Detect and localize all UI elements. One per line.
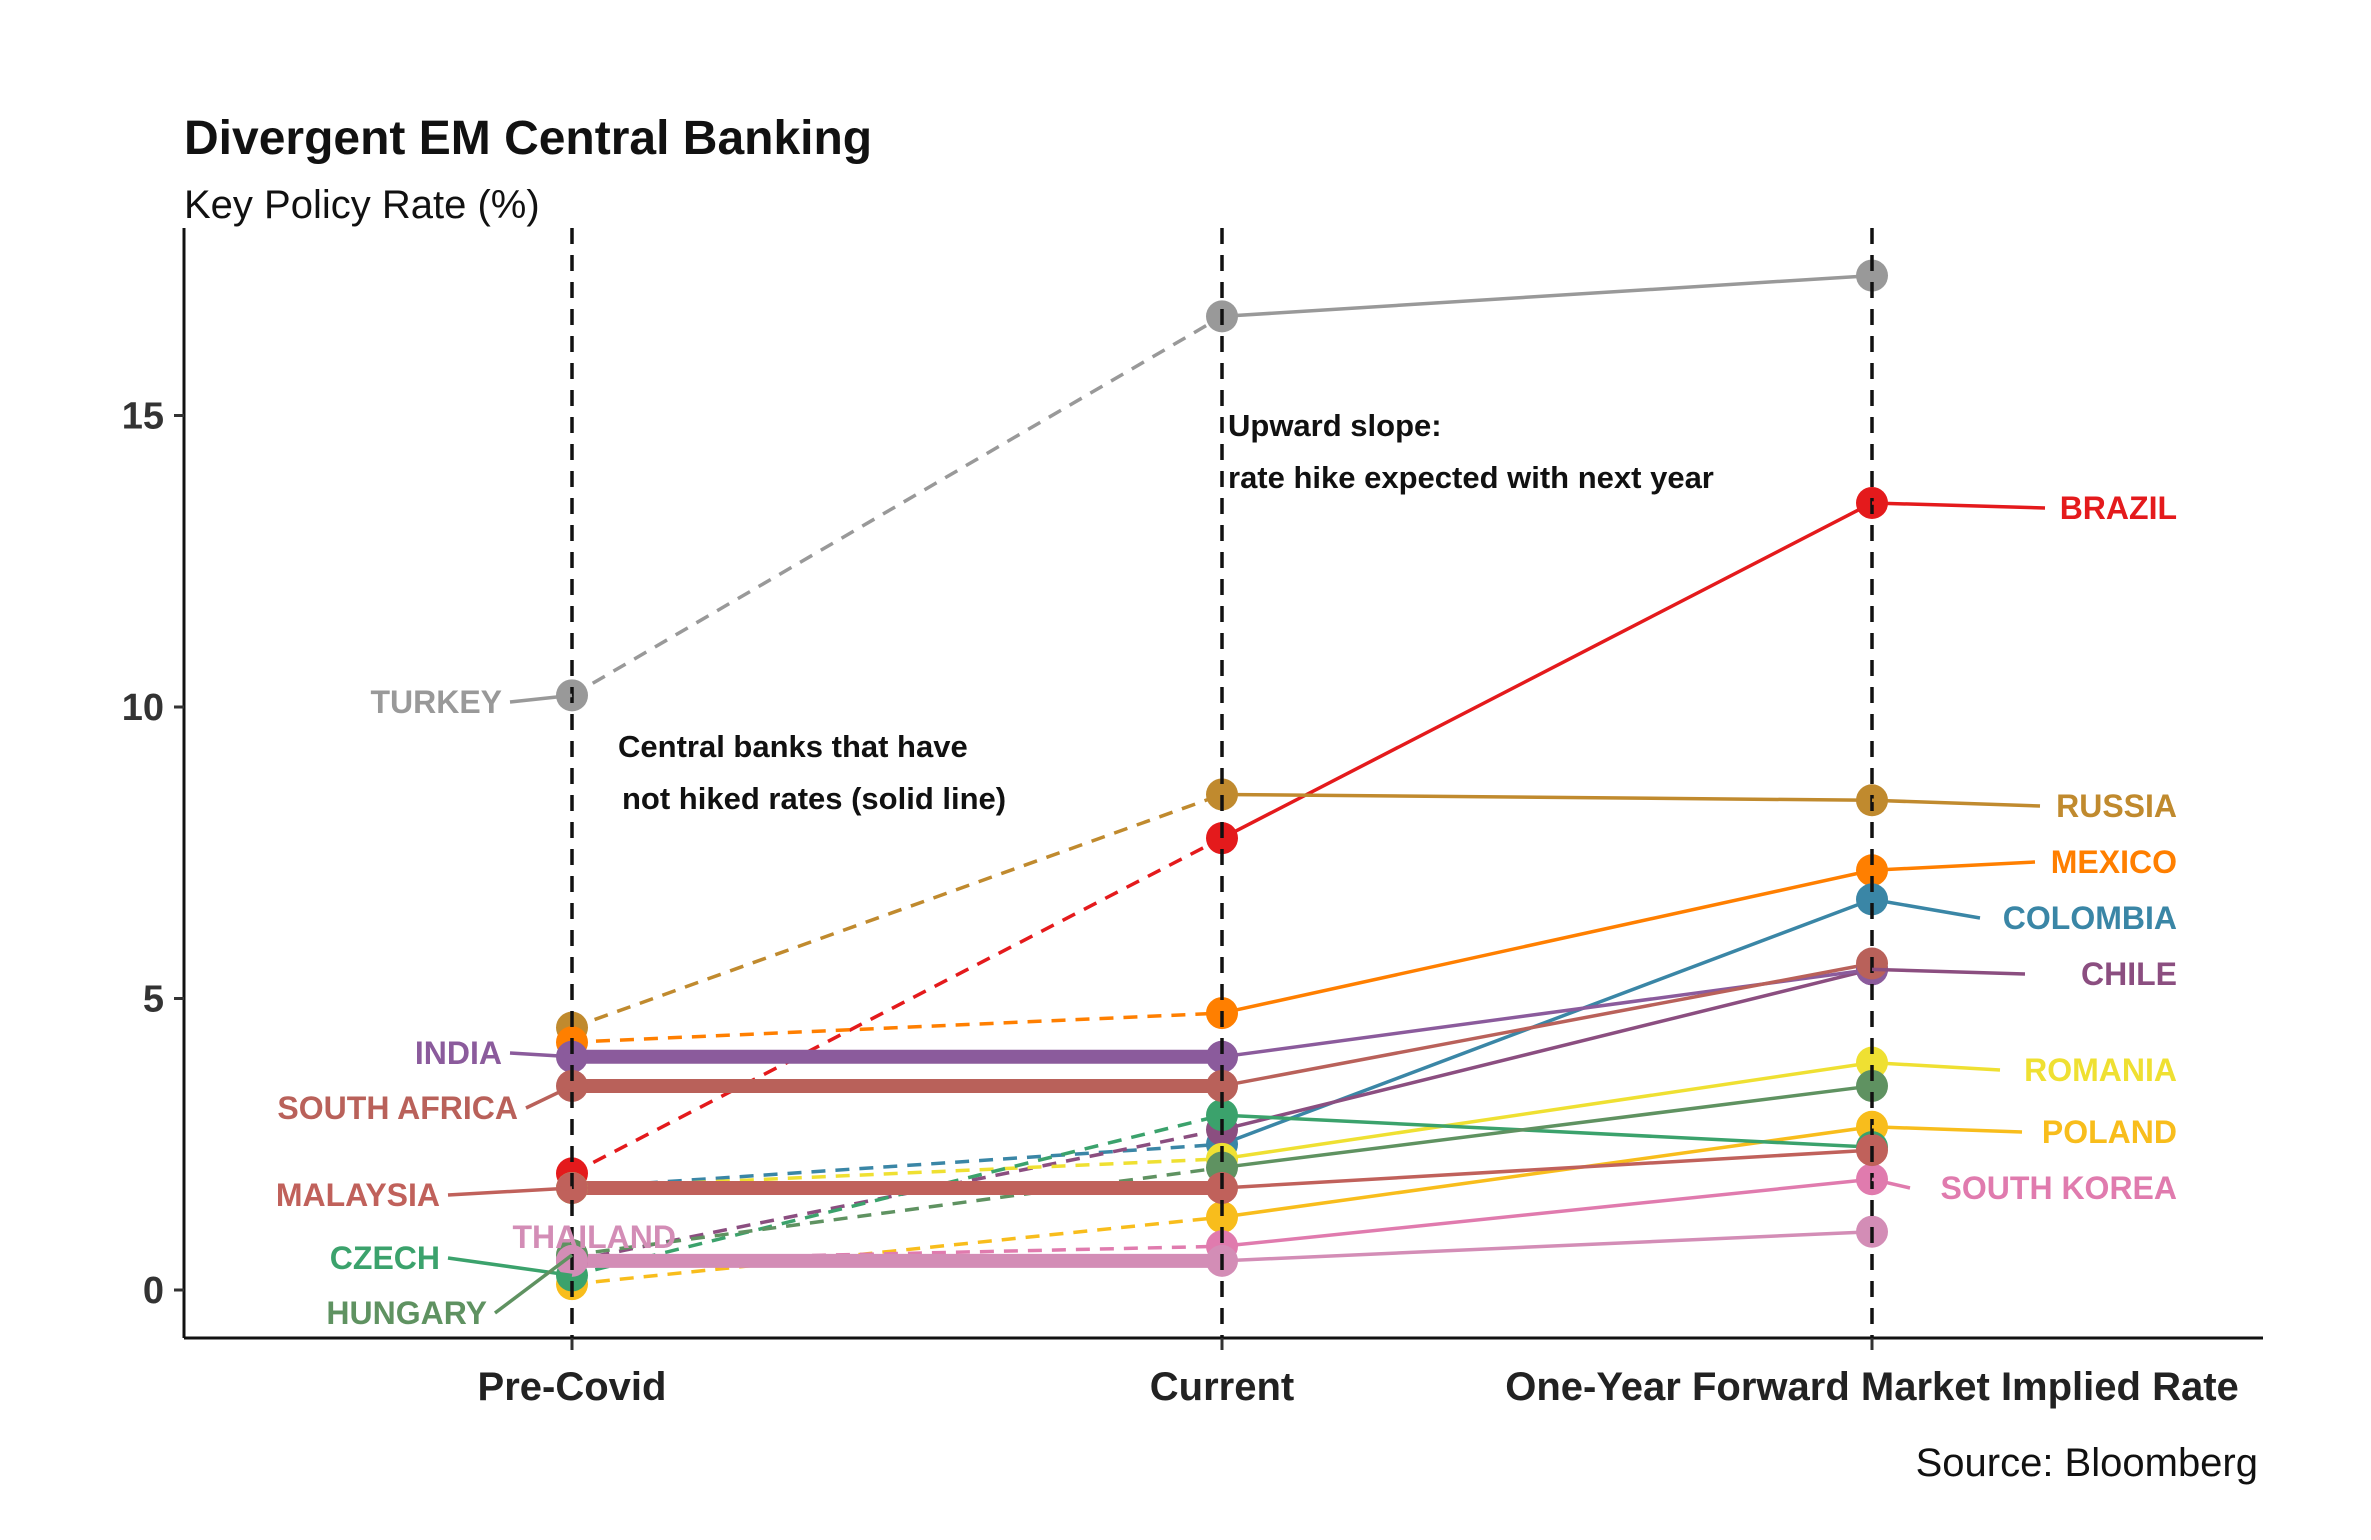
series-label-mexico: MEXICO (2051, 844, 2177, 880)
chart-title: Divergent EM Central Banking (184, 112, 872, 165)
x-tick-label: Pre-Covid (478, 1365, 667, 1409)
line-current-forward-mexico (1221, 868, 1873, 1015)
series-label-south-africa: SOUTH AFRICA (277, 1090, 518, 1126)
line-current-forward-poland (1221, 1125, 1873, 1219)
series-label-romania: ROMANIA (2024, 1052, 2177, 1088)
line-pre-current-turkey (571, 314, 1223, 697)
line-current-forward-brazil (1221, 501, 1873, 840)
point-brazil (1206, 822, 1238, 855)
y-tick-label: 10 (122, 687, 164, 729)
line-pre-current-czech (571, 1113, 1223, 1278)
point-czech (1206, 1099, 1238, 1132)
chart-subtitle: Key Policy Rate (%) (184, 183, 540, 227)
leader-line-south-korea (1871, 1177, 1911, 1190)
point-hungary (1856, 1069, 1888, 1102)
point-india (1206, 1040, 1238, 1073)
series-label-india: INDIA (415, 1035, 502, 1071)
line-current-forward-malaysia (1221, 1148, 1873, 1190)
annotation-line: Upward slope: (1228, 408, 1442, 443)
y-tick-label: 15 (122, 396, 164, 438)
leader-line-turkey (509, 693, 573, 704)
series-label-chile: CHILE (2081, 956, 2177, 992)
line-pre-current-chile (571, 1127, 1223, 1263)
series-label-turkey: TURKEY (370, 684, 502, 720)
series-label-russia: RUSSIA (2056, 788, 2177, 824)
y-tick-label: 0 (143, 1270, 164, 1312)
leader-line-hungary (493, 1253, 574, 1315)
source-note: Source: Bloomberg (1916, 1441, 2258, 1485)
point-turkey (1856, 259, 1888, 292)
line-pre-current-poland (571, 1215, 1223, 1286)
annotation-not-hiked: Central banks that have not hiked rates (… (618, 729, 1006, 816)
line-pre-current-russia (571, 792, 1223, 1030)
plot-area: 0 5 10 15 Pre-Covid Current One-Year Forward M… (122, 228, 2263, 1409)
point-poland (1206, 1201, 1238, 1234)
line-current-forward-russia (1221, 792, 1873, 803)
leader-line-malaysia (447, 1186, 573, 1197)
line-current-forward-romania (1221, 1060, 1873, 1161)
line-current-forward-south-korea (1221, 1177, 1873, 1249)
leader-line-colombia (1871, 897, 1981, 920)
annotation-line: not hiked rates (solid line) (622, 781, 1006, 816)
leader-line-india (509, 1051, 573, 1059)
point-russia (1206, 778, 1238, 811)
leader-line-south-africa (525, 1084, 573, 1110)
series-label-poland: POLAND (2042, 1114, 2177, 1150)
annotation-upward-slope: Upward slope: rate hike expected with nex… (1228, 408, 1714, 495)
annotation-line: rate hike expected with next year (1228, 460, 1714, 495)
leader-line-brazil (1871, 501, 2046, 510)
point-south-africa (1206, 1069, 1238, 1102)
series-label-colombia: COLOMBIA (2003, 900, 2177, 936)
series-label-czech: CZECH (330, 1240, 440, 1276)
line-current-forward-hungary (1221, 1084, 1873, 1170)
x-tick-label: Current (1150, 1365, 1294, 1409)
y-tick-label: 5 (143, 979, 164, 1021)
series-label-brazil: BRAZIL (2060, 490, 2177, 526)
leader-line-mexico (1871, 860, 2036, 872)
x-tick-label: One-Year Forward Market Implied Rate (1505, 1365, 2239, 1409)
series-label-thailand: THAILAND (512, 1219, 676, 1255)
line-pre-current-hungary (571, 1165, 1223, 1257)
series-label-south-korea: SOUTH KOREA (1941, 1170, 2177, 1206)
line-current-forward-south-africa (1221, 961, 1873, 1088)
leader-line-russia (1871, 798, 2041, 808)
leader-line-chile (1871, 967, 2026, 976)
line-current-forward-chile (1221, 967, 1873, 1132)
annotation-line: Central banks that have (618, 729, 968, 764)
line-pre-current-colombia (571, 1142, 1223, 1190)
line-pre-current-brazil (571, 836, 1223, 1175)
series-label-hungary: HUNGARY (326, 1295, 487, 1331)
line-current-forward-turkey (1221, 273, 1873, 319)
line-current-forward-czech (1221, 1113, 1873, 1149)
line-pre-current-mexico (571, 1011, 1223, 1044)
line-current-forward-thailand (1221, 1229, 1873, 1263)
leader-line-poland (1871, 1125, 2023, 1134)
leader-line-romania (1871, 1060, 2001, 1072)
leader-line-czech (447, 1256, 573, 1278)
series-label-malaysia: MALAYSIA (276, 1177, 440, 1213)
line-current-forward-colombia (1221, 897, 1873, 1146)
